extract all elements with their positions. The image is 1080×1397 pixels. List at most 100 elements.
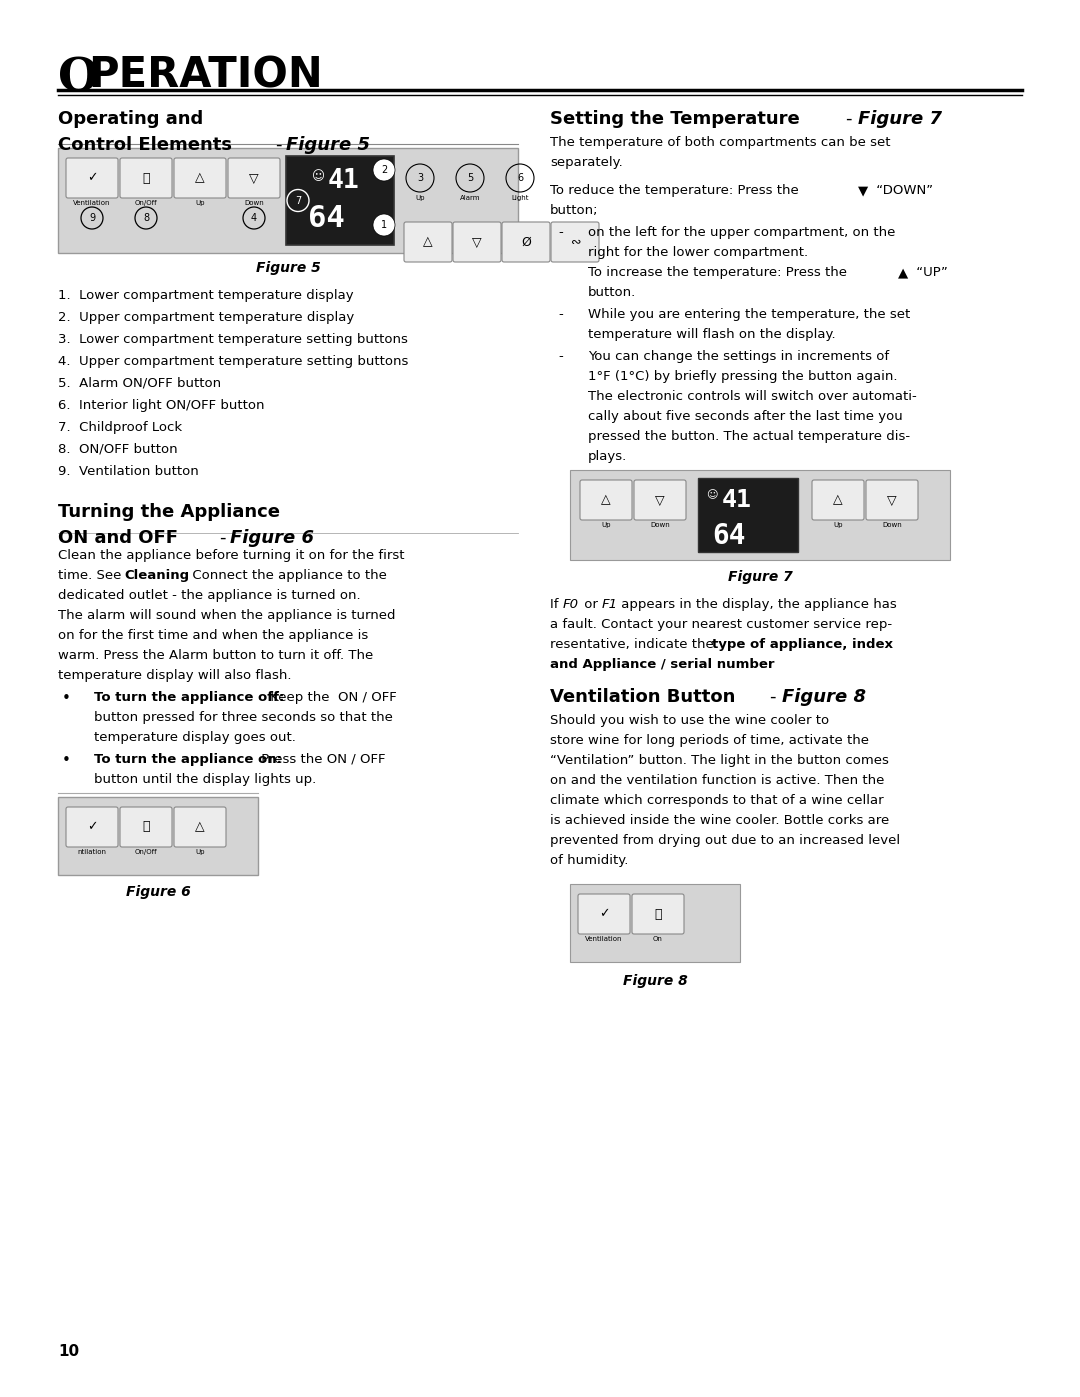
Text: ⏻: ⏻ [143, 820, 150, 834]
FancyBboxPatch shape [570, 884, 740, 963]
Text: -: - [276, 136, 288, 154]
Text: While you are entering the temperature, the set: While you are entering the temperature, … [588, 307, 910, 321]
Text: ⏻: ⏻ [654, 908, 662, 921]
FancyBboxPatch shape [632, 894, 684, 935]
Text: △: △ [833, 493, 842, 507]
Text: 7.  Childproof Lock: 7. Childproof Lock [58, 420, 183, 434]
Text: On/Off: On/Off [135, 849, 158, 855]
Text: You can change the settings in increments of: You can change the settings in increment… [588, 351, 889, 363]
FancyBboxPatch shape [286, 156, 394, 244]
Text: Up: Up [834, 522, 842, 528]
FancyBboxPatch shape [66, 807, 118, 847]
Text: Figure 5: Figure 5 [286, 136, 370, 154]
Text: Figure 6: Figure 6 [125, 886, 190, 900]
FancyBboxPatch shape [502, 222, 550, 263]
Text: 2: 2 [381, 165, 387, 175]
Text: On/Off: On/Off [135, 200, 158, 205]
Text: temperature display will also flash.: temperature display will also flash. [58, 669, 292, 682]
Text: Figure 8: Figure 8 [623, 974, 687, 988]
Text: right for the lower compartment.: right for the lower compartment. [588, 246, 808, 258]
Text: 1°F (1°C) by briefly pressing the button again.: 1°F (1°C) by briefly pressing the button… [588, 370, 897, 383]
Text: button pressed for three seconds so that the: button pressed for three seconds so that… [94, 711, 393, 724]
Text: Up: Up [602, 522, 611, 528]
Circle shape [287, 190, 309, 211]
Text: -: - [220, 529, 232, 548]
Text: on the left for the upper compartment, on the: on the left for the upper compartment, o… [588, 226, 895, 239]
FancyBboxPatch shape [120, 807, 172, 847]
Text: Turning the Appliance: Turning the Appliance [58, 503, 280, 521]
Text: △: △ [195, 172, 205, 184]
Text: To turn the appliance off:: To turn the appliance off: [94, 692, 284, 704]
Text: Up: Up [195, 849, 205, 855]
Text: ✓: ✓ [598, 908, 609, 921]
Text: or: or [580, 598, 603, 610]
FancyBboxPatch shape [120, 158, 172, 198]
Text: .: . [760, 658, 765, 671]
Text: is achieved inside the wine cooler. Bottle corks are: is achieved inside the wine cooler. Bott… [550, 814, 889, 827]
Text: 1.  Lower compartment temperature display: 1. Lower compartment temperature display [58, 289, 353, 302]
Text: ⏻: ⏻ [143, 172, 150, 184]
Text: Keep the  ON / OFF: Keep the ON / OFF [266, 692, 396, 704]
Text: ✓: ✓ [86, 820, 97, 834]
Text: •: • [62, 753, 71, 768]
Text: Ventilation: Ventilation [585, 936, 623, 942]
Text: ON and OFF: ON and OFF [58, 529, 178, 548]
Text: Ventilation Button: Ventilation Button [550, 687, 735, 705]
FancyBboxPatch shape [453, 222, 501, 263]
Text: 2.  Upper compartment temperature display: 2. Upper compartment temperature display [58, 312, 354, 324]
Text: Figure 8: Figure 8 [782, 687, 866, 705]
Text: 8: 8 [143, 212, 149, 224]
Text: 4: 4 [251, 212, 257, 224]
Text: Up: Up [415, 196, 424, 201]
Text: Light: Light [511, 196, 529, 201]
FancyBboxPatch shape [58, 148, 518, 253]
FancyBboxPatch shape [570, 469, 950, 560]
Text: resentative, indicate the: resentative, indicate the [550, 638, 718, 651]
Text: store wine for long periods of time, activate the: store wine for long periods of time, act… [550, 733, 869, 747]
Text: Figure 5: Figure 5 [256, 261, 321, 275]
Text: button until the display lights up.: button until the display lights up. [94, 773, 316, 787]
FancyBboxPatch shape [228, 158, 280, 198]
Text: 41: 41 [723, 488, 752, 511]
Text: △: △ [423, 236, 433, 249]
FancyBboxPatch shape [404, 222, 453, 263]
Text: Press the ON / OFF: Press the ON / OFF [257, 753, 386, 766]
Text: a fault. Contact your nearest customer service rep-: a fault. Contact your nearest customer s… [550, 617, 892, 631]
Text: -: - [558, 307, 563, 321]
Text: ☺: ☺ [706, 490, 717, 500]
Text: separately.: separately. [550, 156, 623, 169]
Text: Down: Down [650, 522, 670, 528]
Text: Figure 7: Figure 7 [858, 110, 942, 129]
Text: ntilation: ntilation [78, 849, 107, 855]
Text: 8.  ON/OFF button: 8. ON/OFF button [58, 443, 177, 455]
Text: If: If [550, 598, 563, 610]
Text: . Connect the appliance to the: . Connect the appliance to the [184, 569, 387, 583]
Text: Figure 7: Figure 7 [728, 570, 793, 584]
Text: ▲: ▲ [897, 265, 908, 279]
Text: 4.  Upper compartment temperature setting buttons: 4. Upper compartment temperature setting… [58, 355, 408, 367]
Text: cally about five seconds after the last time you: cally about five seconds after the last … [588, 409, 903, 423]
Text: ✓: ✓ [86, 172, 97, 184]
Text: button;: button; [550, 204, 598, 217]
FancyBboxPatch shape [58, 798, 258, 875]
Text: 1: 1 [381, 219, 387, 231]
Text: prevented from drying out due to an increased level: prevented from drying out due to an incr… [550, 834, 900, 847]
Text: -: - [558, 226, 563, 239]
Circle shape [373, 159, 395, 182]
Text: appears in the display, the appliance has: appears in the display, the appliance ha… [617, 598, 896, 610]
Text: PERATION: PERATION [87, 54, 323, 96]
Text: Operating and: Operating and [58, 110, 203, 129]
Text: 10: 10 [58, 1344, 79, 1359]
Text: Alarm: Alarm [460, 196, 481, 201]
Text: -: - [558, 351, 563, 363]
Text: pressed the button. The actual temperature dis-: pressed the button. The actual temperatu… [588, 430, 910, 443]
Text: time. See: time. See [58, 569, 125, 583]
Text: “Ventilation” button. The light in the button comes: “Ventilation” button. The light in the b… [550, 754, 889, 767]
FancyBboxPatch shape [551, 222, 599, 263]
Text: Figure 6: Figure 6 [230, 529, 314, 548]
Text: ∾: ∾ [570, 236, 580, 249]
Text: On: On [653, 936, 663, 942]
FancyBboxPatch shape [174, 807, 226, 847]
FancyBboxPatch shape [580, 481, 632, 520]
Text: warm. Press the Alarm button to turn it off. The: warm. Press the Alarm button to turn it … [58, 650, 374, 662]
